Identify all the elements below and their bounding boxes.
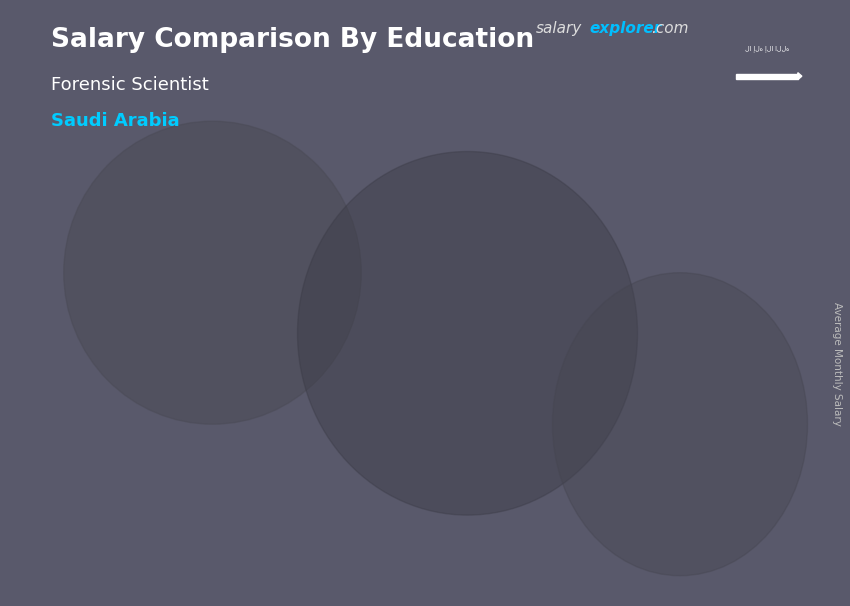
Text: +24%: +24% bbox=[199, 331, 293, 359]
Text: +60%: +60% bbox=[469, 279, 563, 307]
Bar bbox=[99, 408, 210, 533]
Text: 20,600 SAR: 20,600 SAR bbox=[0, 436, 79, 451]
FancyArrow shape bbox=[798, 73, 802, 79]
Bar bbox=[465, 378, 472, 533]
Bar bbox=[203, 408, 210, 533]
FancyArrowPatch shape bbox=[467, 275, 621, 376]
Text: explorer: explorer bbox=[589, 21, 661, 36]
Text: Forensic Scientist: Forensic Scientist bbox=[51, 76, 209, 94]
Text: salary: salary bbox=[536, 21, 581, 36]
Text: Saudi Arabia: Saudi Arabia bbox=[51, 112, 179, 130]
Ellipse shape bbox=[552, 273, 808, 576]
Bar bbox=[736, 74, 798, 79]
Bar bbox=[361, 378, 472, 533]
Ellipse shape bbox=[64, 121, 361, 424]
Bar bbox=[727, 285, 734, 533]
FancyArrowPatch shape bbox=[206, 347, 361, 406]
Text: Salary Comparison By Education: Salary Comparison By Education bbox=[51, 27, 534, 53]
Ellipse shape bbox=[298, 152, 638, 515]
Text: لا إله إلا الله: لا إله إلا الله bbox=[745, 45, 790, 52]
Bar bbox=[623, 285, 734, 533]
Text: Average Monthly Salary: Average Monthly Salary bbox=[832, 302, 842, 425]
Text: .com: .com bbox=[651, 21, 688, 36]
Text: 40,900 SAR: 40,900 SAR bbox=[744, 295, 842, 310]
Text: 25,600 SAR: 25,600 SAR bbox=[354, 359, 453, 375]
